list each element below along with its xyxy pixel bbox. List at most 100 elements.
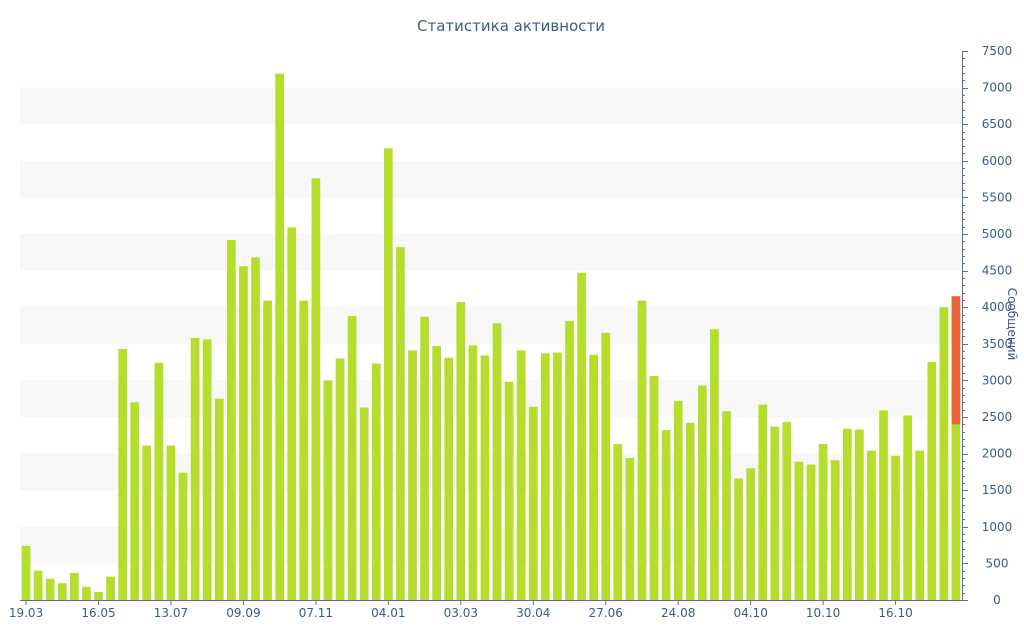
bar[interactable]: [685, 422, 695, 600]
bar[interactable]: [166, 445, 176, 600]
bar[interactable]: [915, 450, 925, 600]
bar[interactable]: [854, 429, 864, 600]
bar[interactable]: [661, 430, 671, 600]
x-tick-label: 04.01: [371, 606, 405, 620]
bar[interactable]: [794, 461, 804, 600]
bar[interactable]: [830, 460, 840, 600]
bar[interactable]: [299, 300, 309, 600]
bar[interactable]: [468, 345, 478, 600]
bar[interactable]: [577, 272, 586, 600]
x-tick-label: 09.09: [226, 606, 260, 620]
bar[interactable]: [335, 358, 345, 600]
bar[interactable]: [383, 148, 393, 600]
x-tick-label: 24.08: [661, 606, 695, 620]
bar-highlight[interactable]: [951, 296, 961, 425]
bar[interactable]: [202, 339, 212, 600]
bar[interactable]: [154, 362, 164, 600]
bar[interactable]: [818, 444, 828, 600]
bar[interactable]: [251, 257, 260, 600]
bar[interactable]: [456, 302, 466, 600]
x-tick-label: 27.06: [589, 606, 623, 620]
bar[interactable]: [891, 455, 900, 600]
bar[interactable]: [480, 355, 490, 600]
bar[interactable]: [601, 332, 611, 600]
bar[interactable]: [347, 315, 357, 600]
bar[interactable]: [553, 352, 562, 600]
bar[interactable]: [311, 178, 321, 601]
x-tick-label: 30.04: [516, 606, 550, 620]
bar[interactable]: [57, 583, 67, 600]
bar[interactable]: [371, 363, 381, 600]
bar[interactable]: [939, 307, 949, 600]
x-tick-label: 03.03: [444, 606, 478, 620]
bar[interactable]: [492, 323, 502, 600]
bar[interactable]: [420, 316, 429, 600]
x-tick-label: 16.10: [878, 606, 912, 620]
bar[interactable]: [275, 73, 285, 600]
bar[interactable]: [323, 380, 333, 600]
bar[interactable]: [722, 411, 731, 600]
bar[interactable]: [106, 576, 115, 600]
bar[interactable]: [879, 410, 888, 600]
y-tick-label: 6000: [982, 154, 1013, 168]
bar[interactable]: [842, 428, 852, 600]
bar[interactable]: [178, 472, 188, 600]
bar[interactable]: [444, 357, 454, 600]
bar[interactable]: [927, 362, 937, 600]
bar[interactable]: [45, 578, 55, 600]
bar[interactable]: [504, 381, 514, 600]
bar[interactable]: [516, 350, 526, 600]
bar[interactable]: [710, 329, 719, 600]
bar[interactable]: [263, 300, 272, 600]
bar[interactable]: [69, 572, 79, 600]
bar[interactable]: [758, 404, 768, 600]
bar[interactable]: [408, 350, 417, 600]
bar[interactable]: [226, 239, 236, 600]
bar[interactable]: [214, 398, 224, 600]
x-tick-label: 04.10: [733, 606, 767, 620]
y-tick-label: 4500: [982, 264, 1013, 278]
y-tick-label: 1500: [982, 483, 1013, 497]
bar[interactable]: [649, 376, 659, 600]
y-tick-label: 3000: [982, 373, 1013, 387]
bar[interactable]: [951, 296, 961, 600]
bar[interactable]: [130, 402, 140, 600]
bar[interactable]: [540, 353, 550, 600]
x-tick-label: 13.07: [154, 606, 188, 620]
bar[interactable]: [746, 468, 756, 600]
y-tick-label: 6500: [982, 117, 1013, 131]
bar[interactable]: [94, 591, 103, 600]
bar[interactable]: [33, 570, 43, 600]
bar[interactable]: [239, 266, 248, 600]
bar[interactable]: [734, 478, 743, 600]
bar[interactable]: [625, 457, 635, 600]
bar[interactable]: [867, 450, 876, 600]
y-tick-label: 500: [986, 556, 1009, 570]
grid-band: [20, 234, 962, 271]
bar[interactable]: [613, 444, 623, 600]
bar[interactable]: [770, 426, 780, 600]
grid-bands: [20, 87, 962, 564]
bar[interactable]: [396, 247, 405, 600]
bar[interactable]: [806, 464, 816, 600]
bar[interactable]: [697, 385, 707, 600]
bar[interactable]: [21, 545, 31, 600]
bar[interactable]: [190, 337, 200, 600]
bar[interactable]: [118, 348, 128, 600]
bar[interactable]: [589, 354, 599, 600]
bar[interactable]: [528, 406, 538, 600]
bar[interactable]: [565, 321, 574, 600]
bar[interactable]: [359, 407, 369, 600]
bar[interactable]: [637, 300, 647, 600]
bar[interactable]: [903, 415, 913, 600]
y-tick-label: 2500: [982, 410, 1013, 424]
bars[interactable]: [21, 73, 961, 601]
bar[interactable]: [142, 445, 152, 600]
bar[interactable]: [432, 345, 442, 600]
bar[interactable]: [287, 227, 297, 601]
bar[interactable]: [782, 422, 792, 600]
bar[interactable]: [673, 400, 683, 600]
bar[interactable]: [82, 586, 91, 600]
